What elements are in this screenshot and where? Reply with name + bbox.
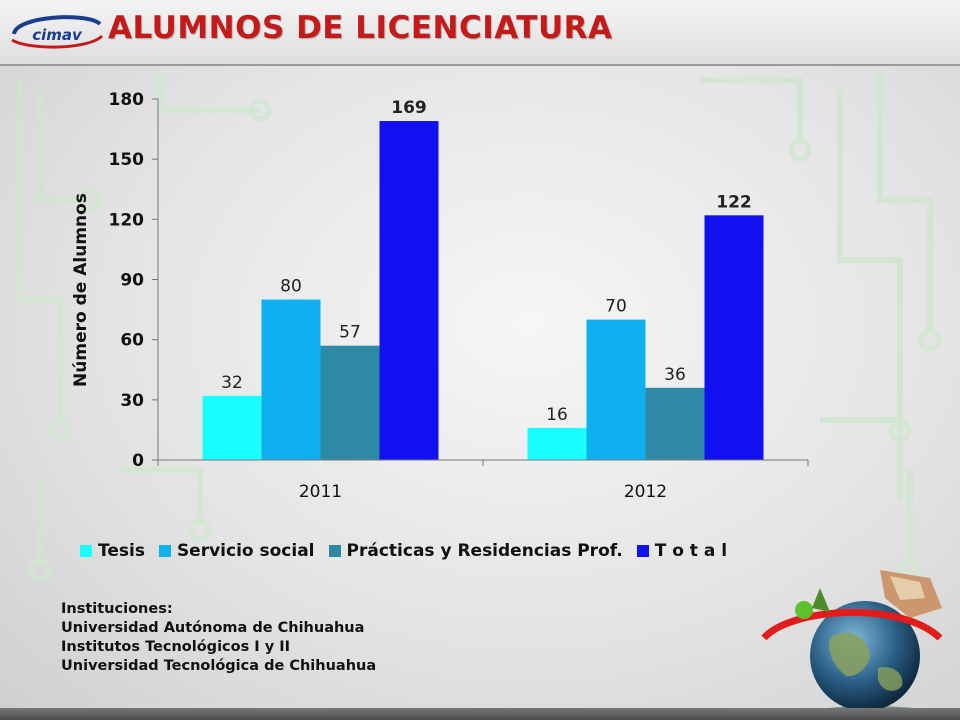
data-label: 32 [221,373,243,393]
x-tick-label: 2012 [624,482,667,502]
bar-pr-cticas-y-residencias-prof--2011 [320,345,380,460]
bar-tesis-2011 [202,395,262,460]
data-labels: 32 80 57 169 16 70 36 122 [221,98,752,425]
cimav-logo: cimav [11,15,104,49]
data-label: 36 [664,365,686,385]
logo-text: cimav [32,26,83,44]
institution-item: Universidad Tecnológica de Chihuahua [61,658,377,674]
y-tick-label: 180 [109,90,145,110]
y-tick-label: 30 [120,391,144,411]
data-label: 80 [280,277,302,297]
y-tick-label: 60 [120,331,144,351]
y-tick-label: 0 [132,451,144,471]
institutions-heading: Instituciones: [61,601,173,617]
bar-t-o-t-a-l-2012 [704,215,764,460]
bar-pr-cticas-y-residencias-prof--2012 [645,387,705,460]
page-title: ALUMNOS DE LICENCIATURA [108,10,613,46]
legend-swatch [636,545,649,557]
legend-item: T o t a l [636,541,728,561]
legend-label: Prácticas y Residencias Prof. [346,541,623,561]
legend-label: T o t a l [654,541,728,561]
legend-item: Prácticas y Residencias Prof. [328,541,623,561]
data-label: 57 [339,323,361,343]
legend-label: Tesis [98,541,145,561]
bars [202,121,764,461]
legend-swatch [158,545,171,557]
chart-legend: Tesis Servicio social Prácticas y Residenc… [80,536,870,566]
header-bar [0,0,960,66]
legend-label: Servicio social [176,541,315,561]
bar-servicio-social-2012 [586,319,646,460]
x-tick-label: 2011 [299,482,342,502]
data-label: 122 [716,192,752,212]
y-axis-label: Número de Alumnos [71,193,91,387]
header-rule [0,64,960,66]
institution-item: Institutos Tecnológicos I y II [61,639,291,655]
y-axis: 0 30 60 90 120 150 180 [109,90,159,471]
data-label: 16 [546,405,568,425]
globe-illustration [761,570,943,718]
bar-servicio-social-2011 [261,299,321,460]
legend-item: Tesis [80,541,145,561]
legend-swatch [328,545,341,557]
institutions-block: Instituciones: Universidad Autónoma de C… [61,600,376,676]
y-tick-label: 150 [109,150,145,170]
legend-item: Servicio social [158,541,315,561]
footer-bar [0,708,960,720]
institution-item: Universidad Autónoma de Chihuahua [61,620,365,636]
bar-t-o-t-a-l-2011 [379,121,439,461]
data-label: 169 [391,98,427,118]
data-label: 70 [605,297,627,317]
x-axis: 2011 2012 [157,459,809,502]
legend-swatch [80,545,92,557]
y-tick-label: 120 [109,210,145,230]
bar-tesis-2012 [527,427,587,460]
y-tick-label: 90 [120,271,144,291]
